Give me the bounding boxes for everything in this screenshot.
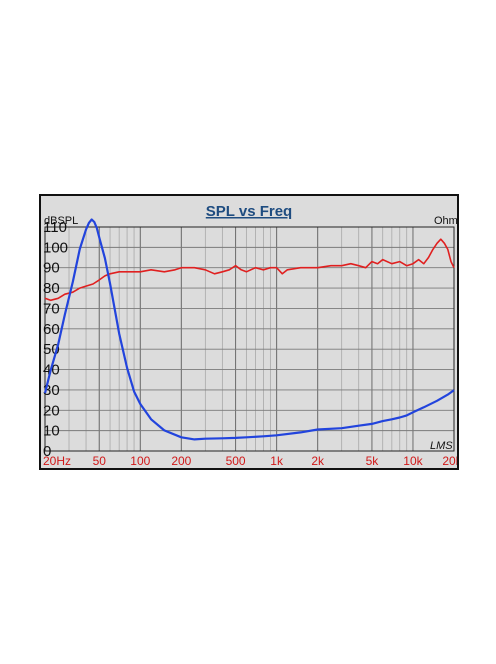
- impedance-curve: [43, 218, 455, 441]
- left-tick-label: 70: [43, 300, 60, 317]
- left-tick-label: 100: [43, 239, 68, 256]
- lms-watermark: LMS: [430, 440, 453, 452]
- spl-impedance-chart: SPL vs Freq dBSPL Ohm 010203040506070809…: [43, 203, 457, 468]
- x-tick-labels: 20Hz 50 100 200 500 1k 2k 5k 10k 20k: [43, 454, 457, 468]
- left-tick-label: 60: [43, 321, 60, 338]
- x-tick-label: 10k: [403, 454, 423, 468]
- x-tick-label: 20k: [442, 454, 457, 468]
- left-unit-label: dBSPL: [44, 215, 78, 227]
- x-tick-label: 50: [93, 454, 107, 468]
- x-tick-label: 5k: [366, 454, 380, 468]
- plot-border: [44, 226, 455, 452]
- right-unit-label: Ohm: [434, 215, 457, 227]
- x-tick-label: 1k: [270, 454, 284, 468]
- x-tick-label: 2k: [311, 454, 325, 468]
- chart-title: SPL vs Freq: [206, 203, 292, 220]
- x-tick-label: 100: [130, 454, 150, 468]
- left-tick-label: 20: [43, 402, 60, 419]
- spl-curve: [44, 238, 455, 302]
- left-tick-label: 80: [43, 280, 60, 297]
- chart-panel: SPL vs Freq dBSPL Ohm 0 10 20 30 40 50 60 70 80 9…: [39, 194, 459, 470]
- left-tick-label: 10: [43, 423, 60, 440]
- x-tick-label: 500: [226, 454, 246, 468]
- x-tick-label: 200: [171, 454, 191, 468]
- x-tick-label: 20Hz: [43, 454, 71, 468]
- series-layer: [43, 218, 455, 441]
- left-tick-label: 0: [43, 443, 51, 460]
- left-tick-label: 110: [43, 219, 67, 236]
- left-tick-label: 90: [43, 260, 60, 277]
